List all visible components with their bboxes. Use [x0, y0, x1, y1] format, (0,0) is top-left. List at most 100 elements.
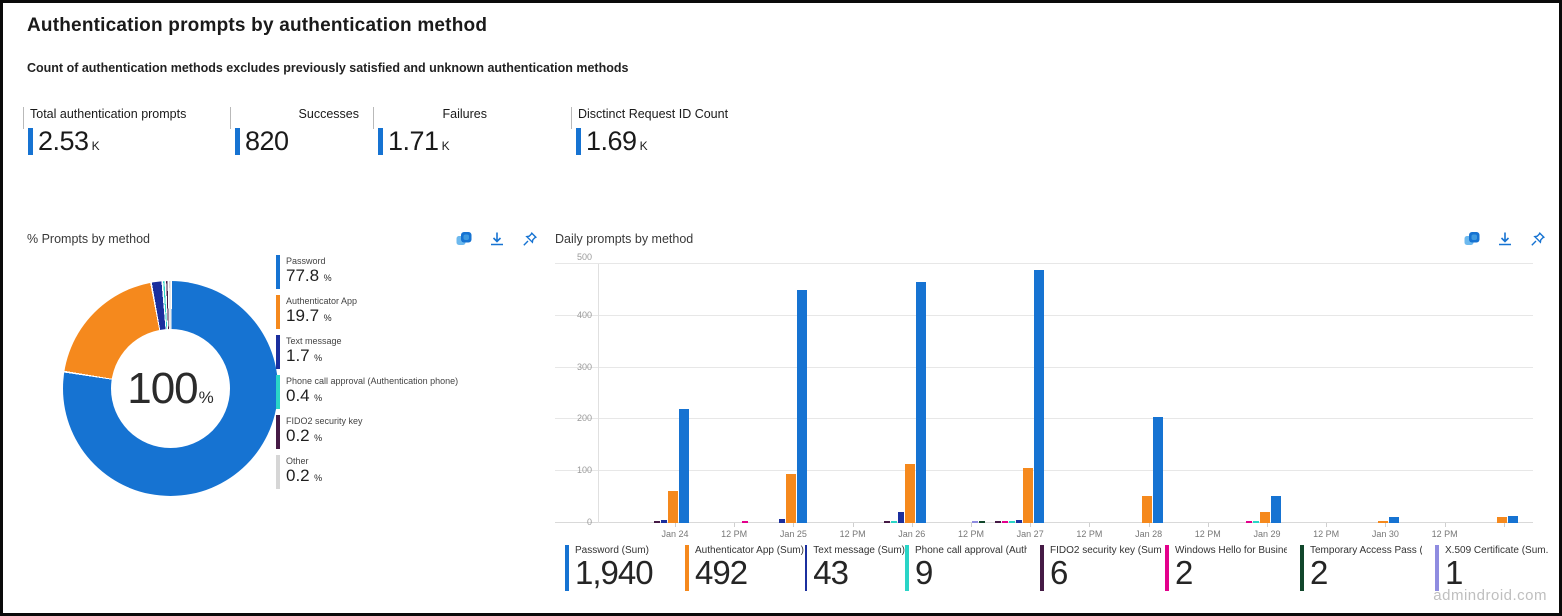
legend-text: Password 77.8 %: [286, 255, 332, 289]
pin-icon[interactable]: [521, 230, 539, 248]
legend-label: Authenticator App: [286, 296, 358, 306]
legend-value: 0.2 %: [286, 426, 323, 445]
page-title: Authentication prompts by authentication…: [27, 15, 488, 36]
x-axis-tick: [1503, 523, 1505, 527]
pin-icon[interactable]: [1529, 230, 1547, 248]
legend-text: Other 0.2 %: [286, 455, 322, 489]
x-axis-tick: [1267, 523, 1268, 527]
total-item: Authenticator App (Sum) 492: [685, 545, 805, 591]
x-axis-tick: [1444, 523, 1446, 527]
bar: [890, 521, 897, 523]
legend-text: FIDO2 security key 0.2 %: [286, 415, 363, 449]
y-axis-line: [598, 264, 599, 523]
total-label: Phone call approval (Auth...: [915, 545, 1027, 556]
bar: [1246, 521, 1252, 523]
total-swatch: [1435, 545, 1439, 591]
kpi-accent-bar: [28, 128, 33, 155]
y-axis-label: 100: [576, 465, 592, 476]
total-label: Temporary Access Pass (S...: [1310, 545, 1422, 556]
x-axis-tick: [911, 523, 913, 527]
bar: [904, 464, 915, 523]
donut-chart: 100 %: [63, 281, 278, 496]
x-axis-label: Jan 30: [1371, 529, 1399, 539]
x-axis-label: Jan 28: [1135, 529, 1163, 539]
x-axis-label: 12 PM: [1194, 529, 1221, 539]
donut-center: 100 %: [111, 329, 230, 448]
x-axis-tick: [793, 523, 795, 527]
x-axis-label: Jan 24: [661, 529, 689, 539]
total-value: 9: [915, 554, 933, 591]
legend-swatch: [276, 375, 280, 409]
kpi-label: Failures: [442, 107, 487, 121]
legend-swatch: [276, 295, 280, 329]
kpi-divider: [230, 107, 231, 129]
total-swatch: [565, 545, 569, 591]
x-axis-label: Jan 29: [1253, 529, 1281, 539]
download-icon[interactable]: [1496, 230, 1514, 248]
legend-value: 77.8 %: [286, 266, 332, 285]
kpi-label: Disctinct Request ID Count: [578, 107, 729, 121]
legend-label: Text message: [286, 336, 342, 346]
total-swatch: [685, 545, 689, 591]
total-value: 6: [1050, 554, 1068, 591]
total-swatch: [905, 545, 909, 591]
open-query-icon[interactable]: [455, 230, 473, 248]
bar: [1378, 521, 1389, 523]
bar-chart-totals: Password (Sum) 1,940 Authenticator App (Su…: [565, 545, 1555, 591]
donut-legend-item: Password 77.8 %: [276, 255, 458, 289]
total-value: 2: [1310, 554, 1328, 591]
open-query-icon[interactable]: [1463, 230, 1481, 248]
kpi-accent-bar: [378, 128, 383, 155]
y-axis-label: 300: [576, 361, 592, 372]
donut-center-unit: %: [198, 387, 214, 407]
bar: [679, 409, 689, 523]
bar: [1496, 517, 1507, 523]
donut-legend-item: Other 0.2 %: [276, 455, 458, 489]
total-item: Temporary Access Pass (S...2: [1300, 545, 1435, 591]
bar-chart-toolbar: [1463, 230, 1547, 248]
donut-center-value: 100: [127, 363, 198, 413]
total-value: 1: [1445, 554, 1463, 591]
bar: [1389, 517, 1400, 523]
download-icon[interactable]: [488, 230, 506, 248]
donut-toolbar: [455, 230, 539, 248]
x-axis-tick: [852, 523, 854, 527]
kpi-label: Total authentication prompts: [30, 107, 187, 121]
legend-percent-sign: %: [311, 433, 323, 443]
kpi-value: 1.71: [388, 126, 439, 156]
total-label: Password (Sum): [575, 545, 649, 556]
total-label: X.509 Certificate (Sum.: [1445, 545, 1549, 556]
total-label: Text message (Sum): [813, 545, 905, 556]
legend-swatch: [276, 335, 280, 369]
legend-text: Authenticator App 19.7 %: [286, 295, 357, 329]
legend-label: Phone call approval (Authentication phon…: [286, 376, 459, 386]
bar: [1253, 521, 1259, 523]
kpi-value-suffix: K: [91, 139, 100, 153]
legend-value: 0.4 %: [286, 386, 323, 405]
bar-chart-title: Daily prompts by method: [555, 232, 694, 246]
legend-swatch: [276, 455, 280, 489]
kpi-value: 820: [245, 126, 289, 156]
legend-value: 19.7 %: [286, 306, 332, 325]
kpi-value: 1.69: [586, 126, 637, 156]
bar: [1260, 512, 1270, 523]
x-axis-tick: [1148, 523, 1150, 527]
legend-text: Text message 1.7 %: [286, 335, 342, 369]
donut-legend-item: Phone call approval (Authentication phon…: [276, 375, 458, 409]
kpi-value-row: 820: [235, 128, 373, 155]
x-axis-label: Jan 26: [898, 529, 926, 539]
total-label: FIDO2 security key (Sum): [1050, 545, 1162, 556]
bar: [786, 474, 797, 523]
x-axis-tick: [1207, 523, 1209, 527]
kpi-value-row: 1.69 K: [576, 128, 821, 155]
kpi-tile: Total authentication prompts 2.53 K: [23, 105, 230, 155]
bar: [1034, 270, 1045, 523]
total-swatch: [805, 545, 808, 591]
bar: [1002, 521, 1009, 523]
bar: [1023, 468, 1034, 523]
legend-swatch: [276, 255, 280, 289]
legend-swatch: [276, 415, 280, 449]
x-axis-tick: [971, 523, 972, 527]
kpi-row: Total authentication prompts 2.53 K Success…: [23, 105, 821, 155]
total-text: Windows Hello for Busine... 2: [1175, 545, 1287, 591]
